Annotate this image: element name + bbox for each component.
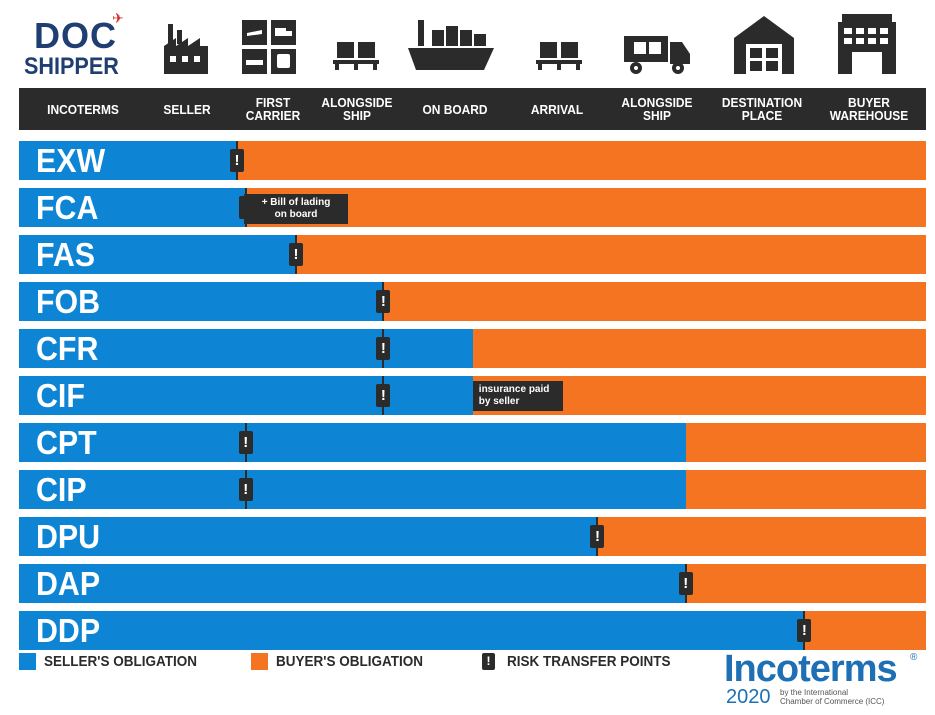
legend-risk-marker: ! [482,652,495,670]
header-destination-place: DESTINATION PLACE [721,95,803,123]
seller-obligation-bar [19,329,473,368]
incoterm-label: DAP [36,565,101,602]
risk-transfer-marker: ! [590,525,605,548]
incoterms-wordmark: Incoterms [724,648,898,690]
incoterm-row-dpu: DPU! [19,517,926,556]
docshipper-logo: DOC ✈ SHIPPER [18,10,128,84]
legend-seller-label: SELLER'S OBLIGATION [44,652,197,670]
seller-obligation-bar [19,235,296,274]
seller-obligation-bar [19,282,384,321]
seller-obligation-bar [19,517,598,556]
incoterm-label: DDP [36,612,101,649]
header-alongside-ship-origin: ALONGSIDE SHIP [321,95,393,123]
airplane-icon: ✈ [112,10,124,26]
incoterm-row-cfr: CFR! [19,329,926,368]
header-buyer-warehouse: BUYER WAREHOUSE [829,95,909,123]
legend-buyer-swatch [251,652,268,670]
transport-modes-icon [242,20,296,74]
seller-obligation-bar [19,141,237,180]
risk-transfer-marker: ! [797,619,812,642]
incoterm-row-cip: CIP! [19,470,926,509]
header-arrival: ARRIVAL [530,101,584,117]
incoterm-label: EXW [36,142,106,179]
header-seller: SELLER [163,101,211,117]
registered-mark: ® [910,652,918,663]
header-on-board: ON BOARD [422,101,488,117]
seller-obligation-bar [19,376,473,415]
header-first-carrier: FIRST CARRIER [245,95,301,123]
factory-icon [164,24,208,74]
risk-transfer-marker: ! [678,572,693,595]
incoterm-row-cpt: CPT! [19,423,926,462]
seller-obligation-bar [19,188,246,227]
annotation-fca: + Bill of lading on board [244,194,348,224]
risk-transfer-marker: ! [289,243,303,266]
delivery-truck-icon [624,36,690,74]
legend-risk-label: RISK TRANSFER POINTS [507,652,671,670]
pallet-icon [333,42,379,70]
header-incoterms: INCOTERMS [47,101,119,117]
seller-obligation-bar [19,470,686,509]
legend-risk: ! RISK TRANSFER POINTS [482,650,689,672]
legend-seller: SELLER'S OBLIGATION [19,650,214,672]
incoterm-label: FOB [36,283,101,320]
incoterm-label: FCA [36,189,99,226]
incoterms-2020-logo: Incoterms ® 2020 by the International Ch… [724,650,924,710]
incoterm-label: CFR [36,330,99,367]
legend-seller-swatch [19,652,36,670]
legend-buyer: BUYER'S OBLIGATION [251,650,439,672]
legend-buyer-label: BUYER'S OBLIGATION [276,652,423,670]
icc-credit: by the International Chamber of Commerce… [780,688,885,706]
header-bar: INCOTERMS SELLER FIRST CARRIER ALONGSIDE… [19,88,926,130]
seller-obligation-bar [19,564,686,603]
incoterm-row-fca: FCA! [19,188,926,227]
risk-transfer-marker: ! [376,337,391,360]
risk-transfer-marker: ! [376,384,391,407]
pallet-icon [536,42,582,70]
annotation-cif: insurance paid by seller [472,381,563,411]
incoterm-row-exw: EXW! [19,141,926,180]
incoterm-row-fas: FAS! [19,235,926,274]
logo-text-shipper: SHIPPER [24,53,119,80]
incoterm-label: DPU [36,518,101,555]
seller-obligation-bar [19,611,805,650]
incoterm-row-ddp: DDP! [19,611,926,650]
office-building-icon [838,14,896,74]
logo-text-doc: DOC [34,15,117,56]
seller-obligation-bar [19,423,686,462]
incoterms-year: 2020 [726,686,771,708]
cargo-ship-icon [408,20,494,70]
incoterm-row-fob: FOB! [19,282,926,321]
incoterm-label: CIP [36,471,87,508]
incoterm-label: CIF [36,377,85,414]
risk-transfer-marker: ! [376,290,391,313]
header-alongside-ship-destination: ALONGSIDE SHIP [621,95,693,123]
incoterm-row-dap: DAP! [19,564,926,603]
risk-transfer-marker: ! [238,431,253,454]
incoterm-label: FAS [36,236,96,273]
incoterm-row-cif: CIF! [19,376,926,415]
risk-transfer-marker: ! [230,149,244,172]
warehouse-icon [734,16,794,74]
incoterm-label: CPT [36,424,97,461]
risk-transfer-marker: ! [238,478,253,501]
